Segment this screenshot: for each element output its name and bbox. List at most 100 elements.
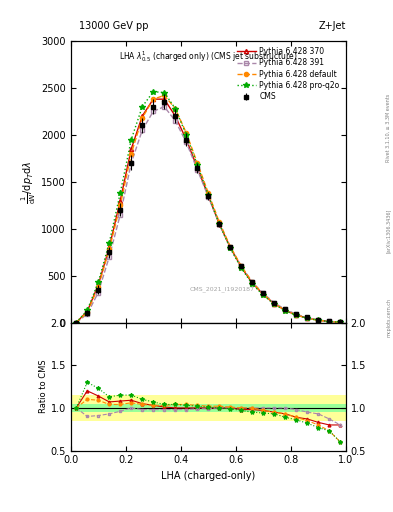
Pythia 6.428 370 xyxy=(217,221,222,227)
Pythia 6.428 pro-q2o xyxy=(74,319,79,326)
Pythia 6.428 pro-q2o xyxy=(250,281,255,287)
Bar xyxy=(104,403,115,412)
Pythia 6.428 370 xyxy=(151,96,156,102)
Pythia 6.428 default xyxy=(173,105,178,112)
Pythia 6.428 370 xyxy=(195,165,200,171)
Pythia 6.428 391 xyxy=(74,319,79,326)
Pythia 6.428 391 xyxy=(85,311,90,317)
Bar xyxy=(269,395,280,421)
Bar xyxy=(159,395,170,421)
Bar xyxy=(71,395,82,421)
Bar xyxy=(148,395,159,421)
Pythia 6.428 default xyxy=(151,96,156,102)
Bar xyxy=(126,403,137,412)
Pythia 6.428 370 xyxy=(140,113,145,119)
Pythia 6.428 370 xyxy=(129,146,134,152)
Bar xyxy=(170,395,181,421)
Pythia 6.428 default xyxy=(184,130,189,136)
Bar xyxy=(236,395,247,421)
Pythia 6.428 391 xyxy=(129,160,134,166)
Pythia 6.428 default xyxy=(316,317,321,324)
Pythia 6.428 default xyxy=(195,160,200,166)
Bar xyxy=(335,403,346,412)
Pythia 6.428 391 xyxy=(96,289,101,295)
Pythia 6.428 370 xyxy=(283,307,288,313)
Pythia 6.428 391 xyxy=(305,314,310,321)
Pythia 6.428 370 xyxy=(96,282,101,288)
Pythia 6.428 default xyxy=(283,307,288,313)
Bar xyxy=(324,395,335,421)
Pythia 6.428 391 xyxy=(140,127,145,133)
Bar xyxy=(148,403,159,412)
Bar xyxy=(247,403,258,412)
Bar xyxy=(236,403,247,412)
Pythia 6.428 pro-q2o xyxy=(261,292,266,298)
Bar xyxy=(192,403,203,412)
Pythia 6.428 pro-q2o xyxy=(316,317,321,324)
Bar xyxy=(82,403,93,412)
Text: 13000 GeV pp: 13000 GeV pp xyxy=(79,20,148,31)
Bar xyxy=(324,403,335,412)
Pythia 6.428 370 xyxy=(162,96,167,102)
Bar xyxy=(291,403,302,412)
Pythia 6.428 default xyxy=(96,284,101,290)
Pythia 6.428 pro-q2o xyxy=(327,318,332,325)
X-axis label: LHA (charged-only): LHA (charged-only) xyxy=(161,471,255,481)
Bar xyxy=(181,395,192,421)
Bar xyxy=(214,403,225,412)
Text: LHA $\lambda^{1}_{0.5}$ (charged only) (CMS jet substructure): LHA $\lambda^{1}_{0.5}$ (charged only) (… xyxy=(119,50,298,65)
Pythia 6.428 370 xyxy=(327,318,332,325)
Bar xyxy=(93,403,104,412)
Pythia 6.428 pro-q2o xyxy=(184,132,189,138)
Pythia 6.428 default xyxy=(228,244,233,250)
Legend: Pythia 6.428 370, Pythia 6.428 391, Pythia 6.428 default, Pythia 6.428 pro-q2o, : Pythia 6.428 370, Pythia 6.428 391, Pyth… xyxy=(234,45,342,103)
Pythia 6.428 391 xyxy=(316,317,321,323)
Pythia 6.428 pro-q2o xyxy=(140,103,145,110)
Pythia 6.428 pro-q2o xyxy=(228,245,233,251)
Pythia 6.428 370 xyxy=(316,317,321,323)
Bar xyxy=(302,395,313,421)
Pythia 6.428 default xyxy=(140,115,145,121)
Bar xyxy=(93,395,104,421)
Pythia 6.428 pro-q2o xyxy=(129,136,134,142)
Pythia 6.428 391 xyxy=(228,244,233,250)
Pythia 6.428 391 xyxy=(261,290,266,296)
Pythia 6.428 pro-q2o xyxy=(151,89,156,95)
Pythia 6.428 pro-q2o xyxy=(206,192,211,198)
Pythia 6.428 370 xyxy=(294,312,299,318)
Pythia 6.428 pro-q2o xyxy=(305,315,310,322)
Pythia 6.428 391 xyxy=(162,103,167,110)
Pythia 6.428 default xyxy=(118,202,123,208)
Bar xyxy=(280,403,291,412)
Pythia 6.428 pro-q2o xyxy=(195,162,200,168)
Pythia 6.428 default xyxy=(239,263,244,269)
Bar xyxy=(203,403,214,412)
Pythia 6.428 default xyxy=(74,319,79,326)
Pythia 6.428 default xyxy=(206,190,211,196)
Pythia 6.428 391 xyxy=(294,311,299,317)
Text: [arXiv:1306.3436]: [arXiv:1306.3436] xyxy=(386,208,391,252)
Pythia 6.428 pro-q2o xyxy=(272,301,277,307)
Pythia 6.428 370 xyxy=(107,244,112,250)
Pythia 6.428 370 xyxy=(85,308,90,314)
Pythia 6.428 391 xyxy=(239,263,244,269)
Pythia 6.428 default xyxy=(162,92,167,98)
Pythia 6.428 default xyxy=(272,301,277,307)
Pythia 6.428 pro-q2o xyxy=(173,105,178,112)
Bar xyxy=(104,395,115,421)
Text: CMS_2021_I1920187: CMS_2021_I1920187 xyxy=(189,286,255,292)
Y-axis label: Ratio to CMS: Ratio to CMS xyxy=(39,360,48,413)
Bar xyxy=(159,403,170,412)
Pythia 6.428 391 xyxy=(118,211,123,218)
Line: Pythia 6.428 default: Pythia 6.428 default xyxy=(74,93,342,325)
Pythia 6.428 391 xyxy=(151,109,156,115)
Pythia 6.428 default xyxy=(107,246,112,252)
Line: Pythia 6.428 pro-q2o: Pythia 6.428 pro-q2o xyxy=(73,89,343,325)
Pythia 6.428 370 xyxy=(239,264,244,270)
Pythia 6.428 370 xyxy=(206,193,211,199)
Bar xyxy=(258,395,269,421)
Pythia 6.428 391 xyxy=(173,118,178,124)
Bar xyxy=(225,395,236,421)
Pythia 6.428 370 xyxy=(338,319,343,325)
Pythia 6.428 391 xyxy=(272,300,277,306)
